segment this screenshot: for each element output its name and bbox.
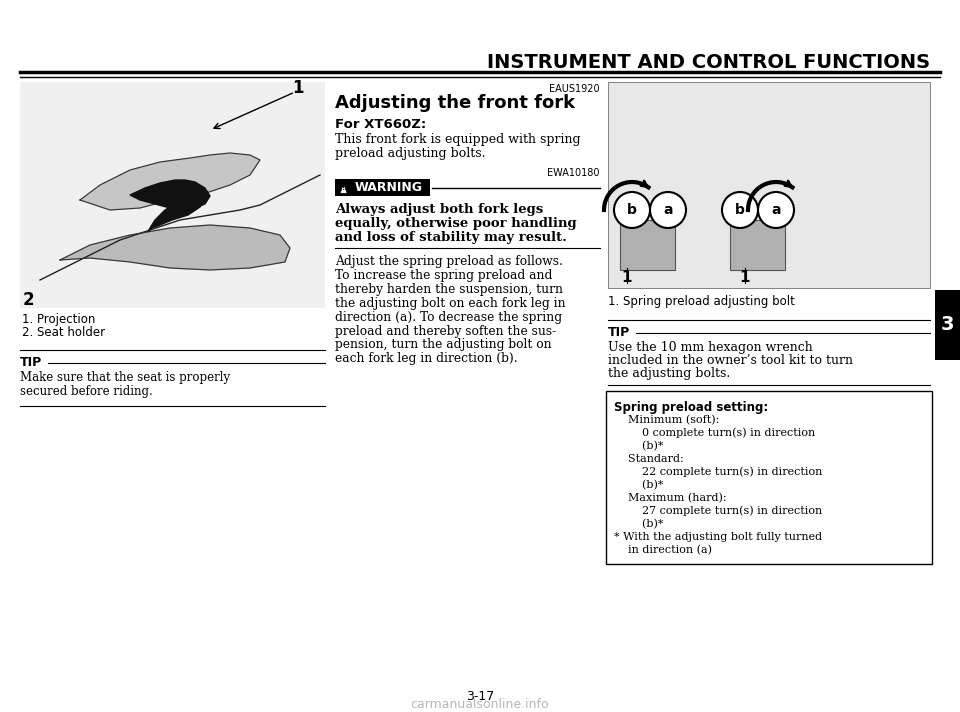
Text: equally, otherwise poor handling: equally, otherwise poor handling bbox=[335, 217, 577, 231]
Text: This front fork is equipped with spring: This front fork is equipped with spring bbox=[335, 134, 581, 147]
Bar bbox=[730, 220, 785, 270]
Bar bbox=[620, 220, 675, 270]
Text: and loss of stability may result.: and loss of stability may result. bbox=[335, 231, 566, 244]
Text: included in the owner’s tool kit to turn: included in the owner’s tool kit to turn bbox=[608, 353, 853, 367]
Text: (b)*: (b)* bbox=[614, 519, 663, 529]
Text: TIP: TIP bbox=[608, 327, 631, 340]
Text: For XT660Z:: For XT660Z: bbox=[335, 118, 426, 132]
Text: preload and thereby soften the sus-: preload and thereby soften the sus- bbox=[335, 325, 556, 337]
FancyBboxPatch shape bbox=[606, 391, 932, 564]
Text: b: b bbox=[627, 203, 636, 217]
Text: Minimum (soft):: Minimum (soft): bbox=[614, 415, 719, 425]
Polygon shape bbox=[80, 153, 260, 210]
Text: direction (a). To decrease the spring: direction (a). To decrease the spring bbox=[335, 310, 563, 324]
Text: Spring preload setting:: Spring preload setting: bbox=[614, 400, 768, 414]
Text: secured before riding.: secured before riding. bbox=[20, 384, 153, 397]
Text: TIP: TIP bbox=[20, 357, 42, 370]
Text: 1. Spring preload adjusting bolt: 1. Spring preload adjusting bolt bbox=[608, 295, 795, 308]
Text: 1. Projection: 1. Projection bbox=[22, 313, 95, 327]
Text: 1: 1 bbox=[292, 79, 303, 97]
Text: carmanualsonline.info: carmanualsonline.info bbox=[411, 698, 549, 711]
Text: 1: 1 bbox=[740, 271, 751, 286]
Text: INSTRUMENT AND CONTROL FUNCTIONS: INSTRUMENT AND CONTROL FUNCTIONS bbox=[487, 53, 930, 71]
Text: pension, turn the adjusting bolt on: pension, turn the adjusting bolt on bbox=[335, 338, 552, 351]
Bar bbox=[335, 179, 430, 196]
Text: b: b bbox=[735, 203, 745, 217]
Text: each fork leg in direction (b).: each fork leg in direction (b). bbox=[335, 352, 517, 365]
Text: 1: 1 bbox=[622, 271, 633, 286]
Circle shape bbox=[722, 192, 758, 228]
Polygon shape bbox=[60, 225, 290, 270]
Text: a: a bbox=[771, 203, 780, 217]
Text: thereby harden the suspension, turn: thereby harden the suspension, turn bbox=[335, 283, 563, 296]
Text: (b)*: (b)* bbox=[614, 441, 663, 451]
Text: 27 complete turn(s) in direction: 27 complete turn(s) in direction bbox=[614, 506, 823, 516]
Text: 3: 3 bbox=[940, 315, 953, 335]
Text: the adjusting bolts.: the adjusting bolts. bbox=[608, 367, 731, 379]
Text: Standard:: Standard: bbox=[614, 454, 684, 464]
Text: Maximum (hard):: Maximum (hard): bbox=[614, 493, 727, 503]
Text: 2: 2 bbox=[22, 291, 34, 309]
Circle shape bbox=[650, 192, 686, 228]
Bar bbox=[935, 290, 960, 360]
Polygon shape bbox=[130, 180, 210, 210]
Circle shape bbox=[614, 192, 650, 228]
Text: To increase the spring preload and: To increase the spring preload and bbox=[335, 269, 552, 282]
Polygon shape bbox=[340, 184, 348, 194]
Text: Adjust the spring preload as follows.: Adjust the spring preload as follows. bbox=[335, 256, 563, 268]
Bar bbox=[20, 82, 325, 308]
Text: Use the 10 mm hexagon wrench: Use the 10 mm hexagon wrench bbox=[608, 340, 813, 353]
Text: Adjusting the front fork: Adjusting the front fork bbox=[335, 94, 575, 112]
Text: Always adjust both fork legs: Always adjust both fork legs bbox=[335, 204, 543, 216]
Text: * With the adjusting bolt fully turned: * With the adjusting bolt fully turned bbox=[614, 532, 822, 542]
Text: 3-17: 3-17 bbox=[466, 691, 494, 703]
Text: Make sure that the seat is properly: Make sure that the seat is properly bbox=[20, 372, 230, 384]
Text: EWA10180: EWA10180 bbox=[547, 168, 600, 178]
Text: 0 complete turn(s) in direction: 0 complete turn(s) in direction bbox=[614, 428, 815, 439]
Text: WARNING: WARNING bbox=[355, 181, 423, 194]
Text: preload adjusting bolts.: preload adjusting bolts. bbox=[335, 147, 486, 160]
Text: in direction (a): in direction (a) bbox=[614, 545, 712, 555]
Text: !: ! bbox=[342, 186, 346, 192]
Polygon shape bbox=[148, 195, 205, 232]
Text: a: a bbox=[663, 203, 673, 217]
Bar bbox=[608, 82, 930, 288]
Text: 22 complete turn(s) in direction: 22 complete turn(s) in direction bbox=[614, 467, 823, 477]
Text: (b)*: (b)* bbox=[614, 480, 663, 490]
Text: the adjusting bolt on each fork leg in: the adjusting bolt on each fork leg in bbox=[335, 297, 565, 310]
Circle shape bbox=[758, 192, 794, 228]
Text: EAUS1920: EAUS1920 bbox=[549, 84, 600, 94]
Text: 2. Seat holder: 2. Seat holder bbox=[22, 327, 106, 340]
